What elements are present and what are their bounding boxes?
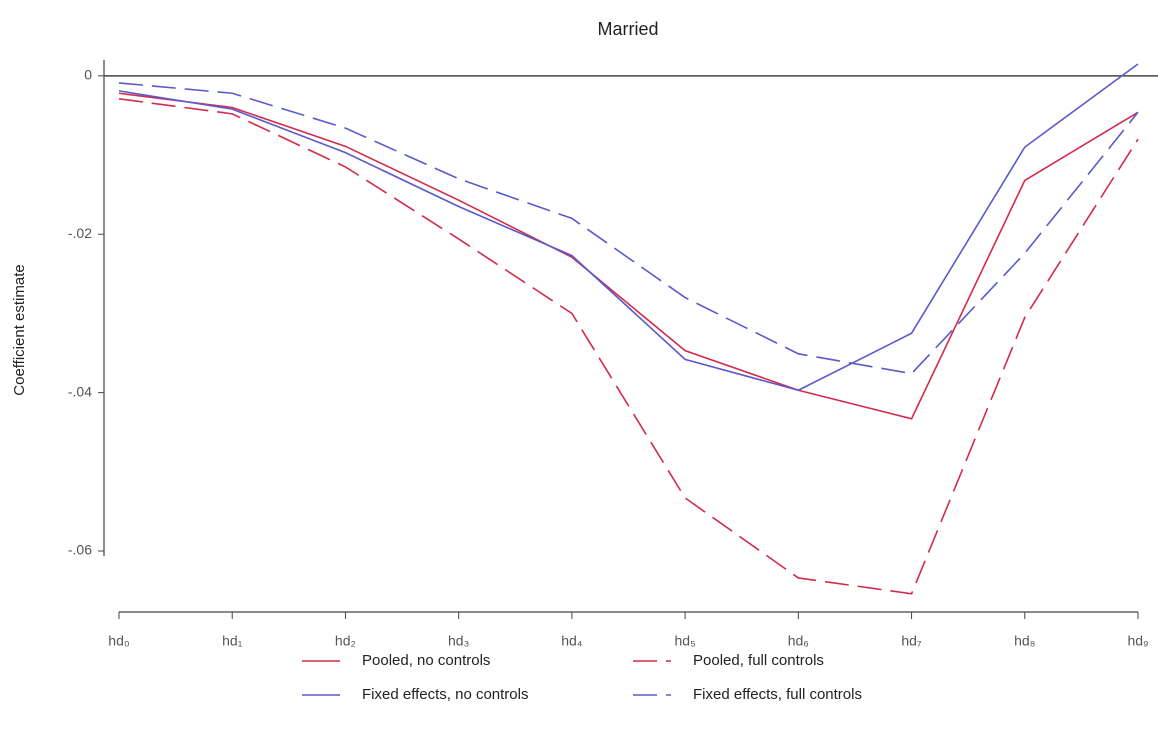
legend-label: Fixed effects, full controls — [693, 686, 862, 703]
x-tick-label: hd₀ — [108, 633, 130, 649]
series-line — [118, 63, 1139, 392]
x-tick-label: hd₇ — [901, 633, 922, 649]
chart-title: Married — [597, 19, 658, 39]
y-axis-label: Coefficient estimate — [11, 264, 28, 395]
y-tick-label: -.02 — [68, 225, 92, 241]
legend-label: Fixed effects, no controls — [362, 686, 528, 703]
x-tick-label: hd₆ — [788, 633, 809, 649]
x-tick-label: hd₈ — [1014, 633, 1035, 649]
x-tick-label: hd₅ — [675, 633, 696, 649]
y-tick-label: -.04 — [68, 383, 92, 399]
x-tick-label: hd₁ — [222, 633, 243, 649]
x-tick-label: hd₂ — [335, 633, 356, 649]
series-line — [118, 92, 1139, 420]
legend-label: Pooled, full controls — [693, 652, 824, 669]
series-line — [118, 82, 1139, 375]
y-tick-label: 0 — [84, 67, 92, 83]
series-line — [118, 98, 1139, 595]
x-tick-label: hd₄ — [561, 633, 583, 649]
legend-label: Pooled, no controls — [362, 652, 490, 669]
y-tick-label: -.06 — [68, 542, 92, 558]
x-tick-label: hd₃ — [448, 633, 469, 649]
x-tick-label: hd₉ — [1127, 633, 1148, 649]
